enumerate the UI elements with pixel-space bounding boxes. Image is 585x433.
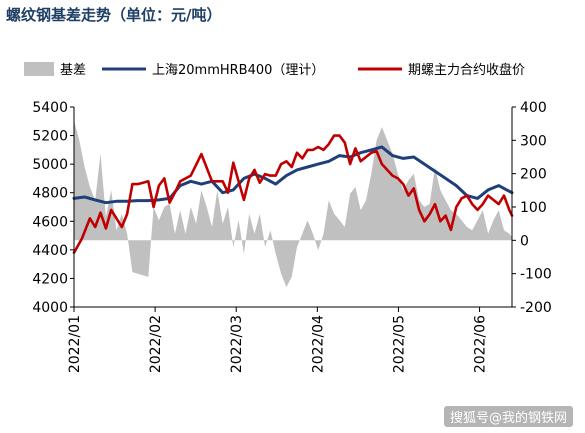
y-left-tick-label: 5200 [32, 129, 68, 145]
legend-label: 期螺主力合约收盘价 [408, 62, 525, 78]
x-tick-label: 2022/03 [229, 315, 245, 373]
y-right-tick-label: 200 [520, 167, 547, 183]
y-left-tick-label: 5400 [32, 100, 68, 116]
series-line-futures-close [72, 134, 514, 254]
legend-item: 基差 [24, 62, 86, 78]
chart-title: 螺纹钢基差走势（单位：元/吨） [6, 6, 222, 24]
legend-swatch-area [24, 62, 54, 76]
basis-area [74, 120, 512, 287]
y-right-tick-label: 0 [520, 233, 529, 249]
lines-layer [72, 134, 514, 254]
axes-layer: 40004200440046004800500052005400-200-100… [32, 100, 551, 373]
y-left-tick-label: 4400 [32, 243, 68, 259]
y-right-tick-label: 400 [520, 100, 547, 116]
series-line-shanghai-hrb400 [72, 145, 514, 205]
y-left-tick-label: 4200 [32, 271, 68, 287]
y-right-tick-label: 100 [520, 200, 547, 216]
y-left-tick-label: 5000 [32, 157, 68, 173]
y-right-tick-label: 300 [520, 133, 547, 149]
legend-label: 上海20mmHRB400（理计） [152, 63, 324, 78]
y-left-tick-label: 4000 [32, 300, 68, 316]
basis-area-layer [74, 120, 512, 287]
y-left-tick-label: 4600 [32, 214, 68, 230]
x-tick-label: 2022/06 [473, 315, 489, 373]
legend-item: 上海20mmHRB400（理计） [102, 63, 324, 78]
x-tick-label: 2022/01 [67, 315, 83, 373]
x-tick-label: 2022/05 [391, 315, 407, 373]
legend-item: 期螺主力合约收盘价 [358, 62, 525, 78]
watermark: 搜狐号@我的钢铁网 [443, 406, 573, 427]
y-left-tick-label: 4800 [32, 186, 68, 202]
x-tick-label: 2022/02 [148, 315, 164, 373]
legend: 基差 上海20mmHRB400（理计） 期螺主力合约收盘价 [24, 62, 525, 78]
x-tick-label: 2022/04 [310, 315, 326, 373]
y-right-tick-label: -200 [520, 300, 552, 316]
y-right-tick-label: -100 [520, 267, 552, 283]
legend-label: 基差 [60, 63, 86, 78]
